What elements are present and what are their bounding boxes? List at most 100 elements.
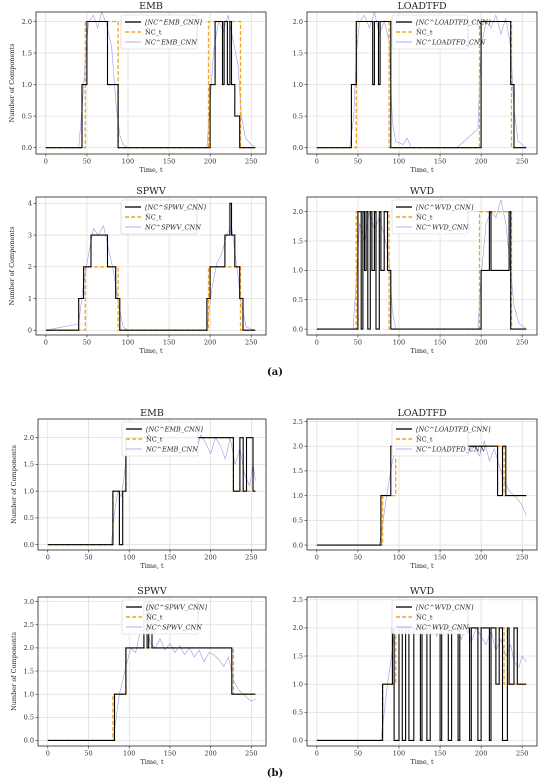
y-tick-label: 0.0 (293, 325, 303, 333)
y-tick-label: 1.5 (293, 652, 303, 660)
legend-label: NC^EMB_CNN (144, 38, 197, 46)
y-tick-label: 3.0 (24, 598, 34, 606)
series-line-raw (316, 10, 527, 148)
x-axis-label: Time, t (410, 166, 434, 174)
x-axis-label: Time, t (410, 562, 434, 570)
x-tick-label: 50 (83, 339, 91, 347)
legend-label: ⌊NC^LOADTFD_CNN⌉ (416, 18, 491, 26)
legend-label: ⌊NC^WVD_CNN⌉ (416, 603, 474, 611)
x-axis-label: Time, t (140, 562, 164, 570)
legend-box (121, 421, 199, 457)
x-axis-label: Time, t (139, 347, 163, 355)
chart-0: 0 50 100 150 200 250 0.0 0.5 1.0 1.5 2.0 EMB Time, t… (8, 1, 267, 174)
y-tick-label: 1 (28, 295, 32, 303)
legend-label: N̂C_t (145, 28, 162, 36)
legend-label: ⌊NC^EMB_CNN⌉ (146, 425, 203, 433)
chart-4: 0 50 100 150 200 250 0.0 0.5 1.0 1.5 2.0 EMB Time, t… (10, 408, 267, 570)
x-tick-label: 200 (475, 158, 487, 166)
x-tick-label: 50 (354, 158, 362, 166)
legend: ⌊NC^EMB_CNN⌉ N̂C_t NC^EMB_CNN (120, 14, 202, 50)
legend-box (120, 14, 198, 50)
x-axis-label: Time, t (410, 758, 434, 766)
chart-title: SPWV (137, 586, 167, 597)
y-tick-label: 0.0 (24, 737, 34, 745)
legend-box (121, 599, 199, 635)
x-tick-label: 50 (84, 750, 92, 758)
legend-label: NC^WVD_CNN (415, 623, 469, 631)
y-tick-label: 2.0 (293, 208, 303, 216)
axes-frame (35, 196, 267, 336)
x-tick-label: 50 (354, 750, 362, 758)
legend-label: N̂C_t (145, 213, 162, 221)
axes-frame (306, 596, 538, 747)
x-tick-label: 0 (315, 750, 319, 758)
x-tick-label: 100 (393, 158, 405, 166)
axes-frame (37, 596, 267, 747)
x-tick-label: 200 (204, 554, 216, 562)
x-tick-label: 150 (163, 339, 175, 347)
legend-label: ⌊NC^SPWV_CNN⌉ (146, 603, 207, 611)
y-tick-label: 2.0 (22, 18, 32, 26)
legend-label: ⌊NC^WVD_CNN⌉ (416, 203, 474, 211)
legend: ⌊NC^LOADTFD_CNN⌉ N̂C_t NC^LOADTFD_CNN (391, 421, 491, 457)
y-tick-label: 2.0 (293, 624, 303, 632)
chart-title: LOADTFD (397, 408, 447, 419)
axes-frame (306, 196, 538, 336)
chart-2: 0 50 100 150 200 250 0 1 2 3 4 SPWV Time, t Number of… (8, 186, 267, 355)
x-tick-label: 0 (44, 158, 48, 166)
x-tick-label: 0 (315, 554, 319, 562)
series-line-rounded (316, 211, 527, 330)
legend-label: N̂C_t (416, 28, 433, 36)
y-tick-label: 0.5 (293, 709, 303, 717)
x-tick-label: 250 (516, 750, 528, 758)
y-tick-label: 1.0 (293, 680, 303, 688)
chart-1: 0 50 100 150 200 250 0.0 0.5 1.0 1.5 2.0 LOADTFD Tim… (293, 1, 538, 174)
x-tick-label: 100 (123, 554, 135, 562)
y-tick-label: 1.0 (293, 492, 303, 500)
y-tick-label: 2.0 (24, 644, 34, 652)
y-tick-label: 2.5 (293, 418, 303, 426)
legend: ⌊NC^EMB_CNN⌉ N̂C_t NC^EMB_CNN (121, 421, 203, 457)
legend: ⌊NC^SPWV_CNN⌉ N̂C_t NC^SPWV_CNN (121, 599, 207, 635)
y-tick-label: 2 (28, 263, 32, 271)
y-tick-label: 4 (28, 200, 32, 208)
x-tick-label: 250 (245, 750, 257, 758)
axes-frame (35, 11, 267, 155)
x-axis-label: Time, t (410, 347, 434, 355)
x-tick-label: 250 (516, 158, 528, 166)
legend-label: ⌊NC^LOADTFD_CNN⌉ (416, 425, 491, 433)
y-tick-label: 3 (28, 231, 32, 239)
x-tick-label: 100 (123, 750, 135, 758)
legend-label: NC^LOADTFD_CNN (415, 445, 486, 453)
legend-box (391, 199, 469, 235)
axes-frame (37, 418, 267, 551)
x-axis-label: Time, t (140, 758, 164, 766)
y-axis-label: Number of Components (10, 632, 18, 711)
x-tick-label: 150 (434, 750, 446, 758)
x-tick-label: 250 (516, 339, 528, 347)
y-tick-label: 1.0 (293, 81, 303, 89)
y-tick-label: 2.5 (24, 621, 34, 629)
legend-label: NC^EMB_CNN (145, 445, 198, 453)
y-tick-label: 1.5 (293, 467, 303, 475)
x-tick-label: 200 (475, 750, 487, 758)
legend-label: NC^SPWV_CNN (144, 223, 201, 231)
x-tick-label: 250 (245, 554, 257, 562)
y-tick-label: 2.0 (24, 434, 34, 442)
y-tick-label: 0.0 (293, 737, 303, 745)
y-tick-label: 0.5 (22, 112, 32, 120)
legend-label: ⌊NC^EMB_CNN⌉ (145, 18, 202, 26)
y-tick-label: 1.5 (24, 667, 34, 675)
chart-title: EMB (139, 1, 163, 12)
axes-frame (306, 418, 538, 551)
legend-label: NC^WVD_CNN (415, 223, 469, 231)
legend: ⌊NC^LOADTFD_CNN⌉ N̂C_t NC^LOADTFD_CNN (391, 14, 491, 50)
chart-title: WVD (410, 186, 435, 197)
x-tick-label: 200 (204, 158, 216, 166)
x-tick-label: 250 (516, 554, 528, 562)
y-tick-label: 0.0 (293, 144, 303, 152)
y-tick-label: 1.5 (22, 49, 32, 57)
y-tick-label: 1.0 (24, 487, 34, 495)
x-tick-label: 150 (164, 554, 176, 562)
